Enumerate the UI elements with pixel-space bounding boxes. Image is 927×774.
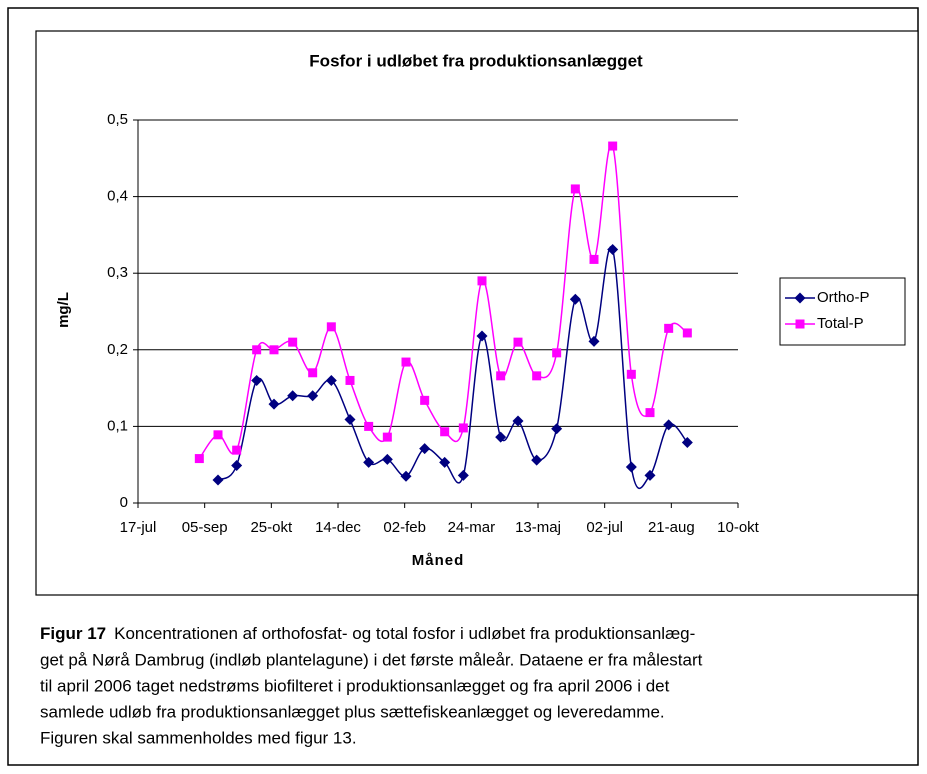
x-tick-label: 13-maj (515, 519, 561, 536)
x-tick-label: 25-okt (250, 519, 293, 536)
y-tick-label: 0,5 (107, 111, 128, 128)
y-tick-label: 0,2 (107, 341, 128, 358)
marker (608, 141, 618, 151)
marker (512, 415, 524, 427)
marker (345, 375, 355, 385)
caption-text: get på Nørå Dambrug (indløb plantelagune… (40, 650, 703, 669)
marker (607, 243, 619, 255)
marker (308, 368, 318, 378)
marker (588, 335, 600, 347)
x-tick-label: 21-aug (648, 519, 695, 536)
marker (268, 398, 280, 410)
marker (252, 345, 262, 355)
caption-text: samlede udløb fra produktionsanlægget pl… (40, 702, 665, 721)
marker (496, 371, 506, 381)
y-tick-label: 0,4 (107, 188, 128, 205)
marker (401, 357, 411, 367)
marker (589, 254, 599, 264)
marker (476, 330, 488, 342)
marker (644, 469, 656, 481)
chart-title: Fosfor i udløbet fra produktionsanlægget (309, 51, 643, 70)
x-tick-label: 02-feb (383, 519, 426, 536)
marker (681, 436, 693, 448)
marker (645, 408, 655, 418)
marker (458, 423, 468, 433)
y-tick-label: 0 (120, 494, 128, 511)
marker (513, 337, 523, 347)
legend-label: Ortho-P (817, 289, 870, 306)
marker (194, 454, 204, 464)
marker (269, 345, 279, 355)
marker (232, 445, 242, 455)
x-axis-label: Måned (412, 552, 465, 569)
marker (344, 414, 356, 426)
marker (325, 374, 337, 386)
y-axis-label: mg/L (55, 292, 72, 328)
marker (477, 276, 487, 286)
marker (381, 453, 393, 465)
x-tick-label: 02-jul (586, 519, 623, 536)
marker (551, 423, 563, 435)
marker (531, 454, 543, 466)
x-tick-label: 10-okt (717, 519, 760, 536)
marker (626, 369, 636, 379)
caption-label: Figur 17 (40, 624, 106, 643)
legend-label: Total-P (817, 315, 864, 332)
marker (287, 390, 299, 402)
caption-text: Koncentrationen af orthofosfat- og total… (114, 624, 695, 643)
marker (364, 421, 374, 431)
x-tick-label: 24-mar (448, 519, 496, 536)
marker (213, 430, 223, 440)
marker (251, 374, 263, 386)
marker (570, 184, 580, 194)
caption-text: Figuren skal sammenholdes med figur 13. (40, 728, 357, 747)
y-tick-label: 0,3 (107, 264, 128, 281)
marker (552, 348, 562, 358)
marker (419, 443, 431, 455)
marker (288, 337, 298, 347)
marker (307, 390, 319, 402)
y-tick-label: 0,1 (107, 417, 128, 434)
marker (682, 328, 692, 338)
caption-text: til april 2006 taget nedstrøms biofilter… (40, 676, 670, 695)
legend-marker (794, 292, 806, 304)
marker (495, 431, 507, 443)
legend-box (779, 277, 906, 346)
marker (663, 419, 675, 431)
marker (400, 470, 412, 482)
marker (625, 461, 637, 473)
marker (363, 456, 375, 468)
marker (420, 395, 430, 405)
marker (457, 469, 469, 481)
marker (664, 323, 674, 333)
marker (532, 371, 542, 381)
marker (326, 322, 336, 332)
marker (231, 459, 243, 471)
legend-marker (795, 319, 805, 329)
x-tick-label: 17-jul (120, 519, 157, 536)
x-tick-label: 14-dec (315, 519, 361, 536)
marker (569, 293, 581, 305)
marker (212, 474, 224, 486)
x-tick-label: 05-sep (182, 519, 228, 536)
marker (440, 427, 450, 437)
series-line (217, 245, 688, 490)
marker (382, 432, 392, 442)
marker (439, 456, 451, 468)
